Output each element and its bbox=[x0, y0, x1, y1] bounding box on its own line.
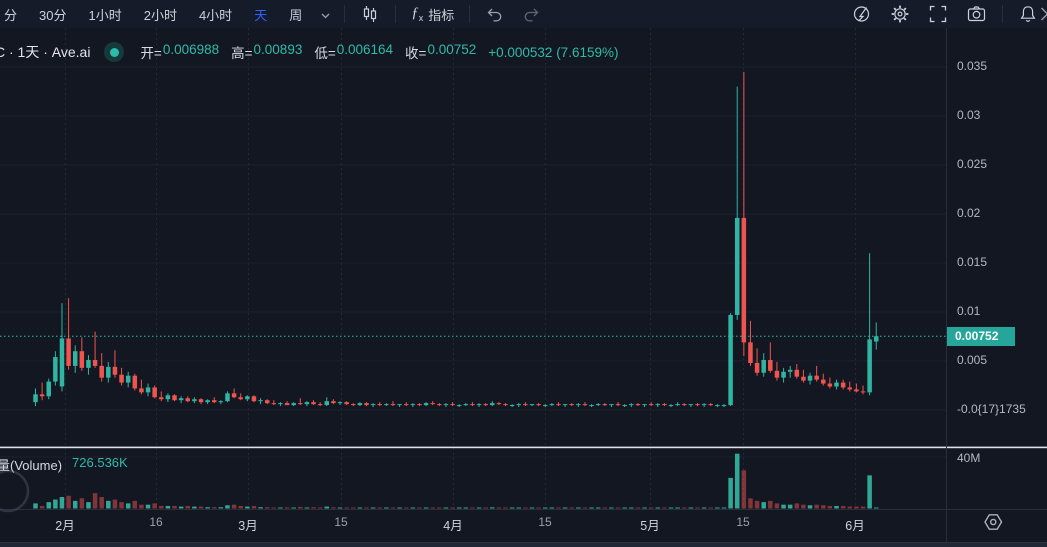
open-label: 开= bbox=[140, 46, 162, 61]
toolbar-divider bbox=[395, 5, 397, 23]
open-value: 0.006988 bbox=[162, 42, 220, 57]
logo-watermark bbox=[0, 469, 30, 513]
change-value: +0.000532 (7.6159%) bbox=[488, 44, 619, 60]
time-axis-label: 15 bbox=[736, 515, 750, 529]
time-axis-label: 15 bbox=[334, 515, 348, 529]
price-axis-label: 0.02 bbox=[957, 206, 981, 220]
bar-replay-button[interactable] bbox=[843, 0, 881, 28]
time-axis-label: 5月 bbox=[640, 519, 660, 533]
replay-clock-icon bbox=[853, 6, 870, 22]
gear-icon bbox=[891, 5, 909, 23]
price-axis-label: 0.01 bbox=[957, 304, 981, 318]
current-price-tag: 0.00752 bbox=[947, 326, 1015, 346]
timeframe-button[interactable]: 周 bbox=[278, 0, 313, 28]
chevron-right-icon bbox=[1041, 7, 1047, 21]
market-status-dot-icon bbox=[109, 47, 119, 57]
price-axis-label: 0.035 bbox=[957, 59, 988, 73]
volume-value: 726.536K bbox=[72, 455, 128, 470]
screenshot-button[interactable] bbox=[957, 0, 996, 28]
timeframe-button[interactable]: 2小时 bbox=[133, 0, 188, 28]
price-axis-label: 0.03 bbox=[957, 108, 981, 122]
high-value: 0.00893 bbox=[253, 42, 303, 57]
toolbar-right-group bbox=[843, 0, 1047, 28]
price-axis-label: 0.015 bbox=[957, 255, 988, 269]
collapse-panel-button[interactable] bbox=[1040, 6, 1047, 25]
symbol-title[interactable]: C · 1天 · Ave.ai bbox=[0, 44, 91, 60]
high-label: 高= bbox=[231, 46, 253, 61]
camera-icon bbox=[967, 6, 986, 22]
close-label: 收= bbox=[405, 46, 427, 61]
fullscreen-icon bbox=[929, 5, 947, 23]
time-axis-label: 3月 bbox=[238, 519, 258, 533]
time-axis-label: 16 bbox=[149, 515, 163, 529]
undo-button[interactable] bbox=[476, 0, 513, 28]
price-axis-label: 0.025 bbox=[957, 157, 988, 171]
timezone-settings-button[interactable] bbox=[981, 510, 1006, 537]
time-axis-label: 15 bbox=[538, 515, 552, 529]
close-value: 0.00752 bbox=[427, 42, 477, 57]
fx-icon: ƒx bbox=[411, 5, 424, 23]
timeframe-button[interactable]: 30分 bbox=[28, 0, 77, 28]
settings-button[interactable] bbox=[881, 0, 919, 28]
price-axis-label: 0.005 bbox=[957, 353, 988, 367]
fullscreen-button[interactable] bbox=[919, 0, 957, 28]
ohlc-values: 开= 0.006988 高= 0.00893 低= 0.006164 收= 0.0075… bbox=[140, 42, 618, 62]
bottom-edge bbox=[0, 542, 1047, 547]
volume-legend: 量(Volume) 726.536K bbox=[0, 455, 128, 474]
timeframe-button[interactable]: 1小时 bbox=[77, 0, 132, 28]
indicators-label: 指标 bbox=[428, 7, 455, 23]
volume-label[interactable]: 量(Volume) bbox=[0, 458, 63, 473]
redo-icon bbox=[524, 8, 539, 22]
toolbar-divider bbox=[1002, 5, 1003, 23]
toolbar-divider bbox=[469, 5, 471, 23]
chart-style-button[interactable] bbox=[351, 0, 389, 28]
time-axis-label: 4月 bbox=[443, 519, 463, 533]
volume-scale-label: 40M bbox=[957, 451, 981, 465]
chevron-down-icon bbox=[321, 13, 330, 18]
indicators-button[interactable]: ƒx 指标 bbox=[402, 0, 463, 28]
top-toolbar: 分 30分 1小时 2小时 4小时天周 ƒx 指标 bbox=[0, 0, 1047, 28]
alerts-button[interactable] bbox=[1009, 0, 1047, 28]
undo-icon bbox=[487, 8, 502, 22]
symbol-legend: C · 1天 · Ave.ai 开= 0.006988 高= 0.00893 低= 0… bbox=[0, 42, 618, 62]
timeframe-menu-button[interactable] bbox=[313, 0, 338, 28]
time-axis-label: 2月 bbox=[55, 519, 75, 533]
time-axis-label: 6月 bbox=[845, 519, 865, 533]
redo-button[interactable] bbox=[513, 0, 550, 28]
market-status-button[interactable] bbox=[104, 42, 125, 62]
hexagon-settings-icon bbox=[984, 514, 1003, 530]
timeframe-group: 分 30分 1小时 2小时 4小时天周 bbox=[0, 0, 313, 28]
price-axis-label: -0.0{17}1735 bbox=[957, 402, 1026, 416]
low-value: 0.006164 bbox=[336, 42, 394, 57]
timeframe-button[interactable]: 分 bbox=[0, 0, 28, 28]
bell-icon bbox=[1020, 6, 1036, 22]
toolbar-divider bbox=[344, 5, 346, 23]
candles-icon bbox=[364, 6, 377, 22]
low-label: 低= bbox=[314, 46, 336, 61]
timeframe-button[interactable]: 天 bbox=[243, 0, 278, 28]
timeframe-button[interactable]: 4小时 bbox=[188, 0, 243, 28]
